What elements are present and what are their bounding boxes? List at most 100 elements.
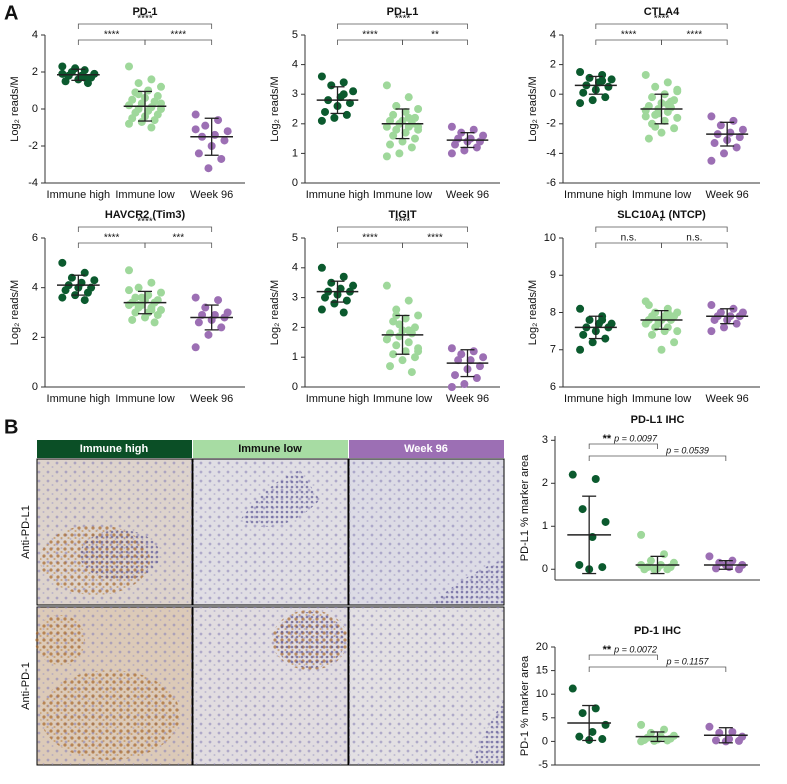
data-point: [157, 82, 165, 91]
data-point: [220, 136, 229, 145]
data-point: [410, 353, 419, 362]
data-point: [728, 727, 737, 736]
y-tick-label: 5: [292, 232, 298, 244]
data-point: [598, 563, 607, 572]
data-point: [150, 318, 159, 327]
chart: PD-L1 Log₂ reads/M 0 1 2 3 4 5 Immune high Immune…: [269, 6, 500, 201]
data-point: [392, 125, 401, 134]
significance-bracket: [595, 39, 662, 45]
y-tick-label: 4: [32, 282, 38, 294]
chart: HAVCR2 (Tim3) Log₂ reads/M 0 2 4 6 Immune high…: [9, 209, 245, 405]
significance-label: ****: [171, 30, 187, 41]
data-point: [637, 530, 646, 539]
data-point: [58, 69, 67, 78]
data-point: [342, 296, 351, 305]
data-point: [414, 122, 423, 131]
data-point: [404, 326, 413, 335]
data-point: [389, 110, 398, 119]
data-point: [407, 368, 416, 377]
data-point: [663, 78, 672, 87]
data-point: [137, 293, 146, 302]
data-point: [83, 288, 92, 297]
y-tick-label: 4: [550, 29, 556, 41]
data-point: [598, 76, 607, 85]
data-point: [670, 124, 679, 133]
significance-label: n.s.: [686, 233, 702, 244]
y-tick-label: 0: [542, 735, 548, 747]
data-point: [575, 560, 584, 569]
x-tick-label: Week 96: [446, 393, 489, 405]
data-point: [401, 347, 410, 356]
x-tick-label: Immune low: [632, 393, 691, 405]
data-point: [673, 113, 682, 122]
significance-label: ****: [137, 217, 153, 228]
data-point: [382, 122, 391, 131]
significance-label: ****: [654, 14, 670, 25]
data-point: [738, 125, 747, 134]
data-point: [732, 319, 741, 328]
significance-bracket: [588, 654, 658, 660]
y-axis-label: Log₂ reads/M: [527, 280, 539, 345]
data-point: [650, 565, 659, 574]
data-point: [150, 116, 159, 125]
data-point: [454, 356, 463, 365]
significance-label: ****: [104, 30, 120, 41]
significance-label: *: [660, 217, 664, 228]
data-point: [670, 338, 679, 347]
data-point: [460, 146, 469, 155]
data-point: [648, 330, 657, 339]
y-tick-label: -2: [28, 140, 38, 152]
data-point: [585, 315, 594, 324]
data-point: [153, 310, 162, 319]
data-point: [125, 266, 133, 275]
chart: CTLA4 Log₂ reads/M -6 -4 -2 0 2 4 Immune high Imm…: [527, 6, 760, 201]
data-point: [579, 88, 588, 97]
data-point: [601, 93, 610, 102]
significance-label: ****: [621, 30, 637, 41]
y-tick-label: 2: [550, 59, 556, 71]
data-point: [575, 732, 584, 741]
x-tick-label: Immune high: [306, 189, 370, 201]
data-point: [134, 90, 143, 99]
significance-label: ****: [104, 233, 120, 244]
data-point: [389, 131, 398, 140]
y-tick-label: -2: [546, 118, 556, 130]
data-point: [131, 308, 140, 317]
data-point: [641, 319, 650, 328]
y-tick-label: -4: [546, 147, 556, 159]
significance-bracket: [402, 242, 468, 248]
data-point: [392, 305, 401, 314]
chart: TIGIT Log₂ reads/M 0 1 2 3 4 5 Immune high Immune…: [269, 209, 500, 405]
data-point: [729, 116, 738, 125]
data-point: [472, 374, 481, 383]
data-point: [585, 73, 594, 82]
data-point: [472, 143, 481, 152]
data-point: [61, 77, 70, 86]
data-point: [451, 371, 460, 380]
data-point: [734, 736, 743, 745]
data-point: [447, 122, 456, 131]
y-tick-label: 2: [292, 118, 298, 130]
data-point: [191, 343, 200, 352]
data-point: [194, 149, 203, 158]
data-point: [414, 347, 423, 356]
column-label: Week 96: [404, 443, 448, 455]
data-point: [591, 474, 600, 483]
data-point: [404, 113, 413, 122]
data-point: [598, 735, 607, 744]
data-point: [735, 133, 744, 142]
data-point: [460, 380, 469, 389]
data-point: [401, 128, 410, 137]
data-point: [125, 101, 133, 110]
micrographs: [35, 458, 505, 766]
significance-bracket: [337, 226, 468, 232]
y-tick-label: 1: [542, 520, 548, 532]
data-point: [660, 550, 669, 559]
significance-label: ****: [362, 233, 378, 244]
data-point: [386, 116, 395, 125]
y-tick-label: 2: [32, 66, 38, 78]
significance-bracket: [661, 39, 728, 45]
data-point: [414, 311, 423, 320]
x-tick-label: Week 96: [706, 393, 749, 405]
data-point: [404, 296, 413, 305]
